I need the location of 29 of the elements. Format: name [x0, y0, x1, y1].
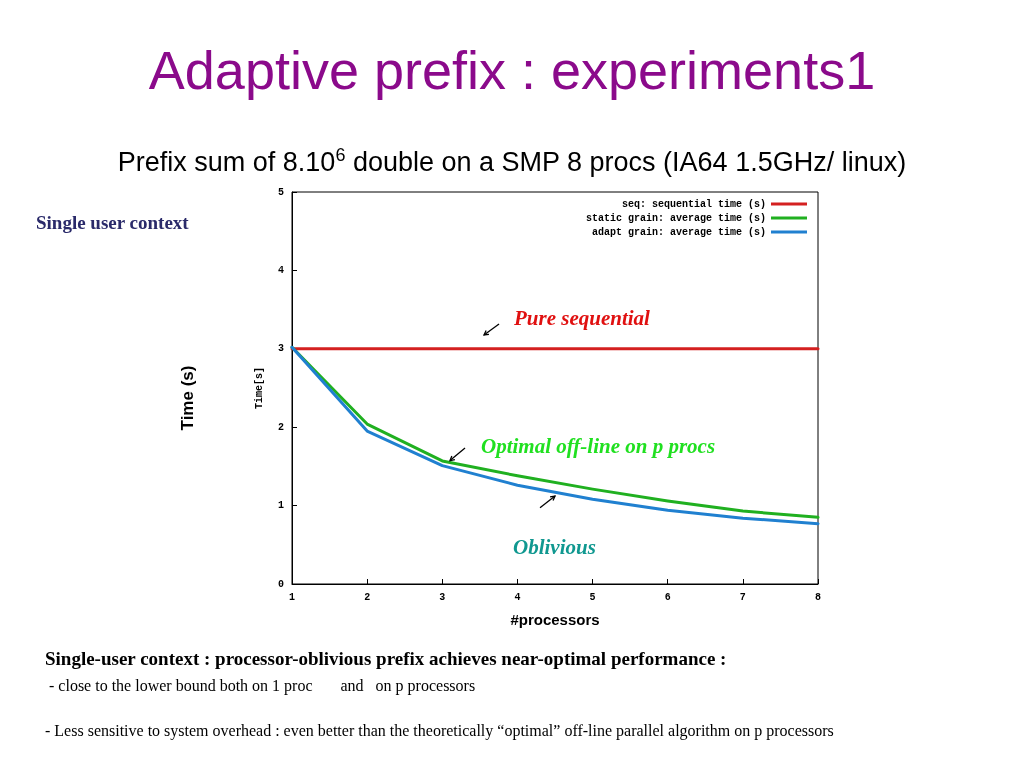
y-tick-label: 3 [277, 343, 284, 355]
annotation: Oblivious [513, 535, 596, 560]
y-tick-label: 5 [277, 186, 284, 198]
legend-label: adapt grain: average time (s) [591, 226, 766, 238]
x-tick-label: 8 [814, 591, 822, 603]
text: Time (s) [177, 365, 198, 431]
x-axis-title: #processors [510, 611, 600, 628]
y-tick-label: 0 [277, 578, 284, 590]
x-tick-label: 2 [364, 591, 371, 603]
x-tick-label: 4 [514, 591, 521, 603]
annotation: Optimal off-line on p procs [481, 434, 716, 459]
chart-subtitle: Prefix sum of 8.10$^{6}$ double on a SMP 8 procs (IA64 1.5GHz/ linux) [116, 144, 908, 179]
x-tick-label: 5 [589, 591, 596, 603]
y-axis-title: Time[s] [253, 366, 265, 410]
y-tick-label: 1 [277, 500, 284, 512]
text: - Less sensitive to system overhead : even better than the theoretically “optimal” off-line parallel algorithm on p processors [45, 722, 834, 740]
y-tick-label: 4 [277, 264, 284, 276]
x-tick-label: 7 [739, 591, 746, 603]
y-tick-label: 2 [277, 421, 284, 433]
text: Single user context [36, 212, 189, 234]
legend-label: seq: sequential time (s) [621, 198, 766, 210]
x-tick-label: 1 [288, 591, 296, 603]
chart-title: Adaptive prefix : experiments1 [147, 40, 877, 100]
text: Single-user context : processor-oblivious prefix achieves near-optimal performance : [45, 648, 727, 670]
x-tick-label: 6 [664, 591, 671, 603]
x-tick-label: 3 [439, 591, 446, 603]
text: - close to the lower bound both on 1 proc and on p processors [48, 677, 476, 695]
legend-label: static grain: average time (s) [585, 212, 766, 224]
annotation: Pure sequential [514, 306, 650, 331]
